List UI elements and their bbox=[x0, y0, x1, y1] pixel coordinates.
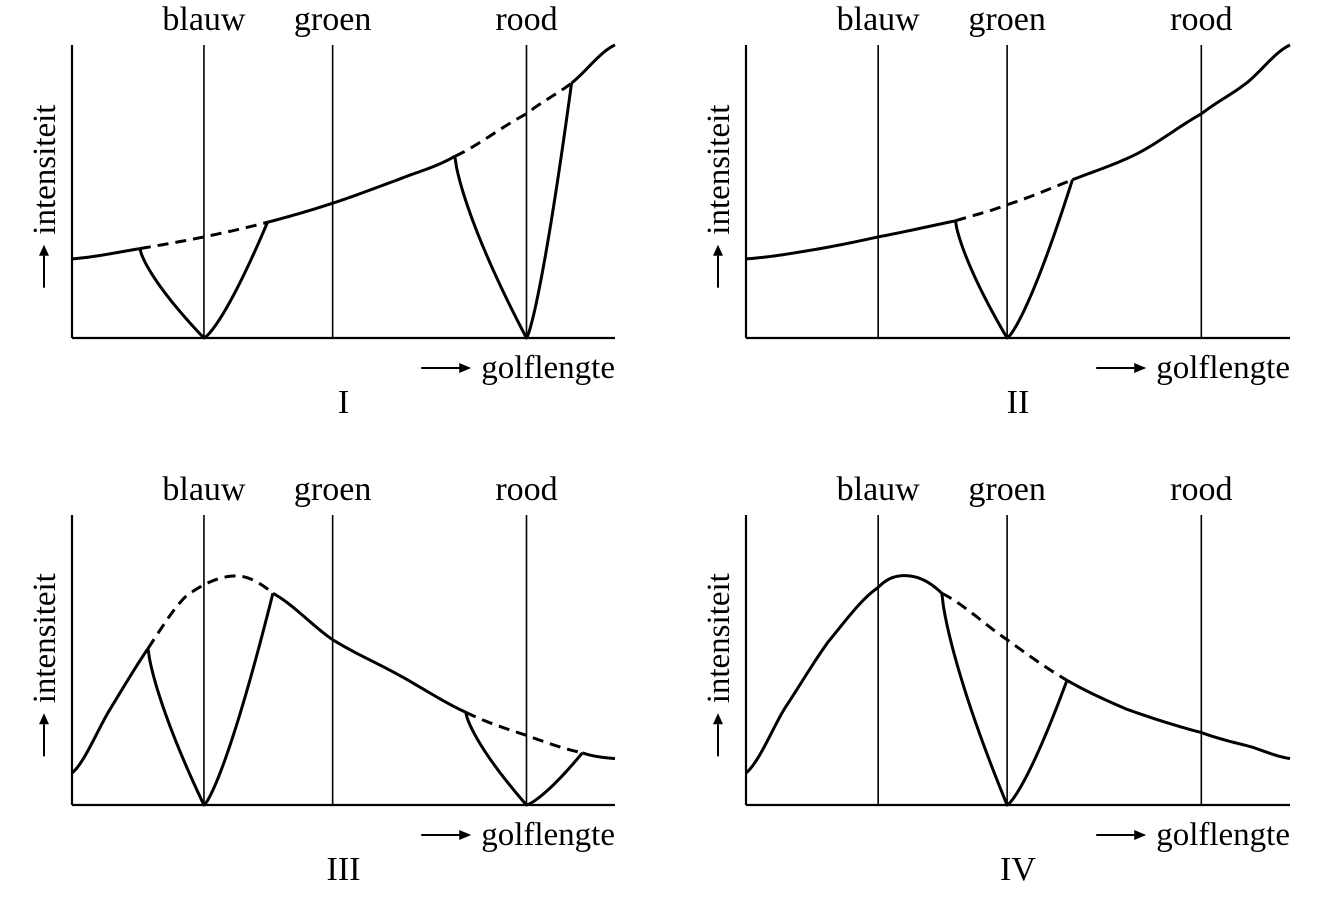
continuum-dashed-segment bbox=[954, 178, 1073, 223]
y-axis-label-group: intensiteit bbox=[27, 105, 63, 288]
x-axis-label: golflengte bbox=[481, 350, 615, 386]
x-axis-arrowhead-icon bbox=[459, 363, 472, 373]
absorption-dip bbox=[464, 711, 584, 807]
x-axis-label: golflengte bbox=[1156, 350, 1290, 386]
reference-label-groen: groen bbox=[294, 1, 371, 38]
y-axis-arrowhead-icon bbox=[713, 244, 723, 256]
continuum-solid-segment bbox=[744, 574, 943, 775]
spectrum-panel: blauw groen rood intensiteit golflengte III bbox=[27, 471, 616, 888]
reference-label-blauw: blauw bbox=[837, 471, 921, 508]
x-axis-label: golflengte bbox=[1156, 817, 1290, 853]
reference-label-rood: rood bbox=[495, 1, 557, 38]
absorption-dip bbox=[953, 179, 1074, 340]
y-axis-label-group: intensiteit bbox=[701, 105, 737, 288]
panel-title: I bbox=[338, 384, 349, 421]
reference-label-groen: groen bbox=[968, 1, 1045, 38]
x-axis-arrowhead-icon bbox=[1134, 363, 1147, 373]
y-axis-label: intensiteit bbox=[27, 105, 63, 235]
panel-title: III bbox=[327, 851, 361, 888]
y-axis-label: intensiteit bbox=[701, 573, 737, 703]
continuum-solid-segment bbox=[267, 155, 456, 224]
panel-title: II bbox=[1007, 384, 1030, 421]
reference-label-groen: groen bbox=[294, 471, 371, 508]
continuum-dashed-segment bbox=[941, 591, 1068, 682]
reference-label-blauw: blauw bbox=[162, 471, 246, 508]
y-axis-label: intensiteit bbox=[27, 573, 63, 703]
x-axis-arrowhead-icon bbox=[459, 830, 472, 840]
spectrum-panel: blauw groen rood intensiteit golflengte II bbox=[701, 1, 1291, 421]
spectrum-panel: blauw groen rood intensiteit golflengte IV bbox=[701, 471, 1291, 888]
reference-label-rood: rood bbox=[1170, 1, 1232, 38]
continuum-dashed-segment bbox=[454, 81, 573, 158]
y-axis-arrowhead-icon bbox=[39, 244, 49, 256]
spectrum-panel: blauw groen rood intensiteit golflengte I bbox=[27, 1, 616, 421]
panel-title: IV bbox=[1000, 851, 1036, 888]
continuum-dashed-segment bbox=[139, 220, 268, 251]
absorption-dip bbox=[146, 592, 275, 807]
reference-label-rood: rood bbox=[1170, 471, 1232, 508]
y-axis-label: intensiteit bbox=[701, 105, 737, 235]
continuum-dashed-segment bbox=[146, 574, 274, 650]
continuum-solid-segment bbox=[745, 219, 956, 261]
continuum-solid-segment bbox=[1071, 43, 1291, 182]
continuum-solid-segment bbox=[1066, 678, 1291, 761]
absorption-dip bbox=[453, 82, 574, 340]
absorption-dip bbox=[940, 593, 1069, 807]
y-axis-label-group: intensiteit bbox=[701, 573, 737, 757]
reference-label-groen: groen bbox=[968, 471, 1045, 508]
reference-label-rood: rood bbox=[495, 471, 557, 508]
reference-label-blauw: blauw bbox=[162, 1, 246, 38]
continuum-solid-segment bbox=[71, 647, 150, 775]
reference-label-blauw: blauw bbox=[837, 1, 921, 38]
continuum-solid-segment bbox=[272, 591, 467, 714]
y-axis-label-group: intensiteit bbox=[27, 573, 63, 757]
x-axis-label: golflengte bbox=[481, 817, 615, 853]
continuum-solid-segment bbox=[581, 751, 616, 761]
continuum-solid-segment bbox=[71, 247, 141, 261]
y-axis-arrowhead-icon bbox=[713, 713, 723, 725]
continuum-solid-segment bbox=[570, 43, 616, 85]
y-axis-arrowhead-icon bbox=[39, 713, 49, 725]
continuum-dashed-segment bbox=[465, 710, 583, 755]
x-axis-arrowhead-icon bbox=[1134, 830, 1147, 840]
absorption-dip bbox=[138, 221, 269, 340]
